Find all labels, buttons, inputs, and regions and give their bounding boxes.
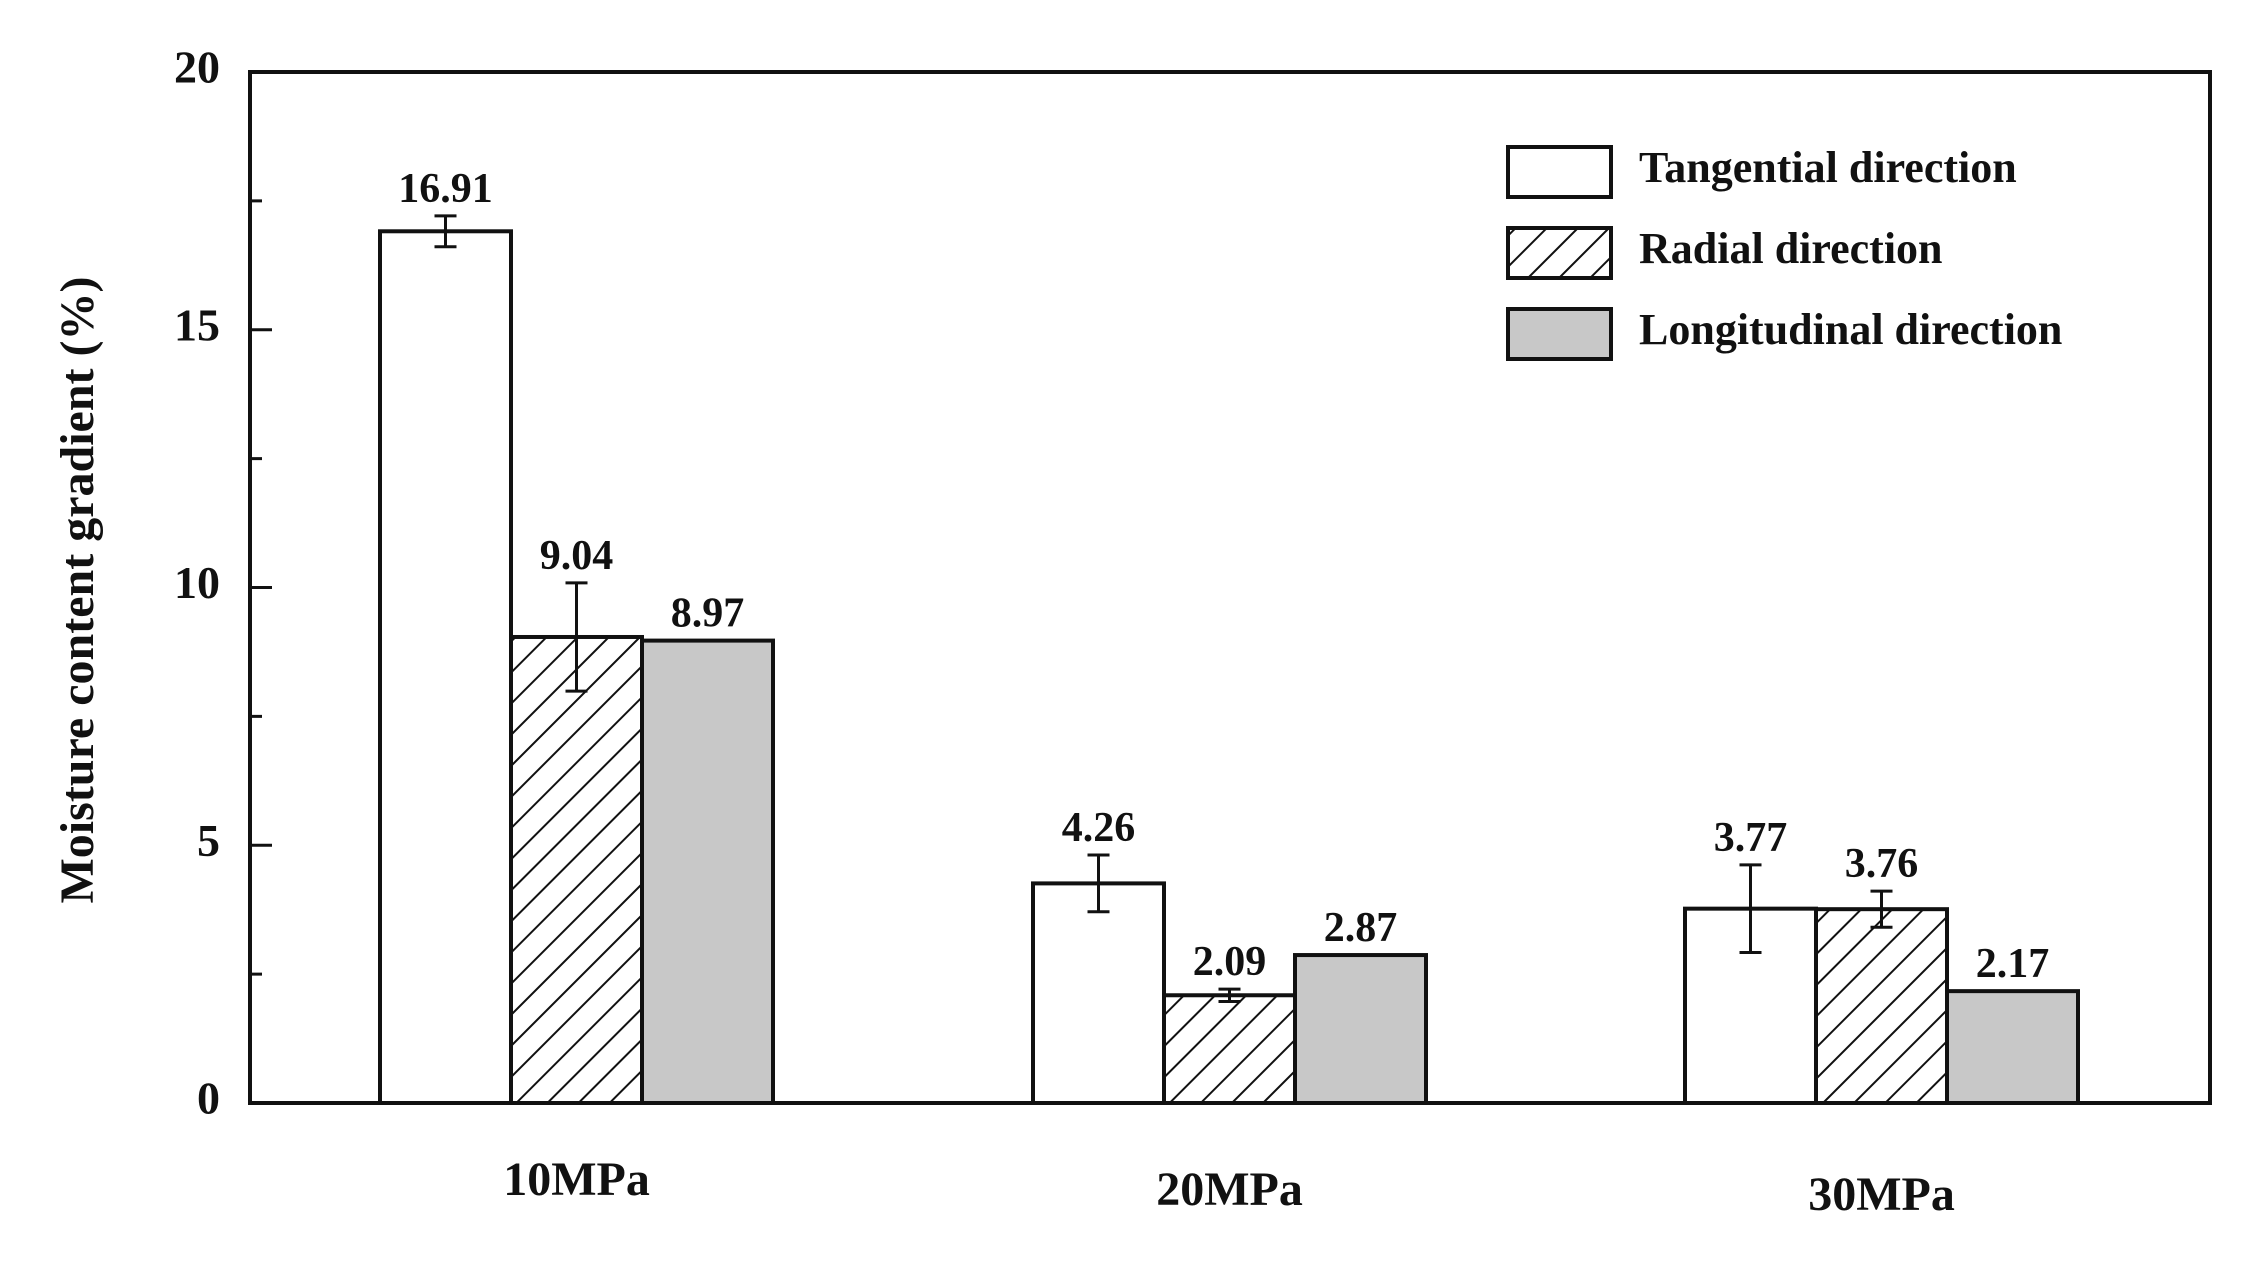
bars-layer: [378, 229, 2080, 1106]
value-label-hatch-30MPa: 3.76: [1845, 841, 1919, 887]
y-tick-label: 20: [174, 42, 220, 93]
value-label-gray-10MPa: 8.97: [671, 591, 745, 637]
value-label-white-30MPa: 3.77: [1714, 815, 1788, 861]
y-tick-label: 15: [174, 299, 220, 350]
value-label-white-10MPa: 16.91: [398, 166, 493, 212]
value-label-hatch-20MPa: 2.09: [1193, 939, 1267, 985]
y-tick-label: 10: [174, 557, 220, 608]
y-axis-ticks: 0 5 10 15 20: [174, 42, 272, 1124]
legend-label: Radial direction: [1639, 224, 1943, 273]
bar-white-20MPa: [1031, 881, 1166, 1105]
value-label-gray-30MPa: 2.17: [1976, 941, 2050, 987]
bar-white-10MPa: [378, 229, 513, 1106]
value-label-white-20MPa: 4.26: [1062, 805, 1136, 851]
legend-swatch-hatch: [1506, 226, 1613, 280]
value-label-gray-20MPa: 2.87: [1324, 905, 1398, 951]
x-category-label: 20MPa: [1156, 1163, 1303, 1216]
legend-swatch-gray: [1506, 307, 1613, 361]
x-category-label: 10MPa: [503, 1153, 650, 1206]
y-axis-title: Moisture content gradient (%): [51, 277, 104, 904]
value-label-hatch-10MPa: 9.04: [540, 533, 614, 579]
bar-hatch-10MPa: [509, 634, 644, 1105]
x-axis-category-labels: 10MPa 20MPa 30MPa: [503, 1153, 1955, 1221]
legend-swatch-white: [1506, 145, 1613, 199]
y-tick-label: 0: [197, 1073, 220, 1124]
x-category-label: 30MPa: [1808, 1168, 1955, 1221]
bar-gray-30MPa: [1945, 989, 2080, 1105]
bar-gray-10MPa: [640, 638, 775, 1105]
legend-label: Tangential direction: [1639, 143, 2017, 192]
error-bars-layer: [434, 214, 1893, 1003]
bar-hatch-20MPa: [1162, 993, 1297, 1105]
y-tick-label: 5: [197, 815, 220, 866]
bar-gray-20MPa: [1293, 953, 1428, 1106]
bar-hatch-30MPa: [1814, 907, 1949, 1105]
legend-label: Longitudinal direction: [1639, 305, 2062, 354]
legend: Tangential direction Radial direction Long…: [1506, 143, 2062, 361]
value-labels-layer: 16.91 9.04 8.97 4.26 2.09 2.87 3.77 3.76 2.17: [398, 166, 2049, 987]
